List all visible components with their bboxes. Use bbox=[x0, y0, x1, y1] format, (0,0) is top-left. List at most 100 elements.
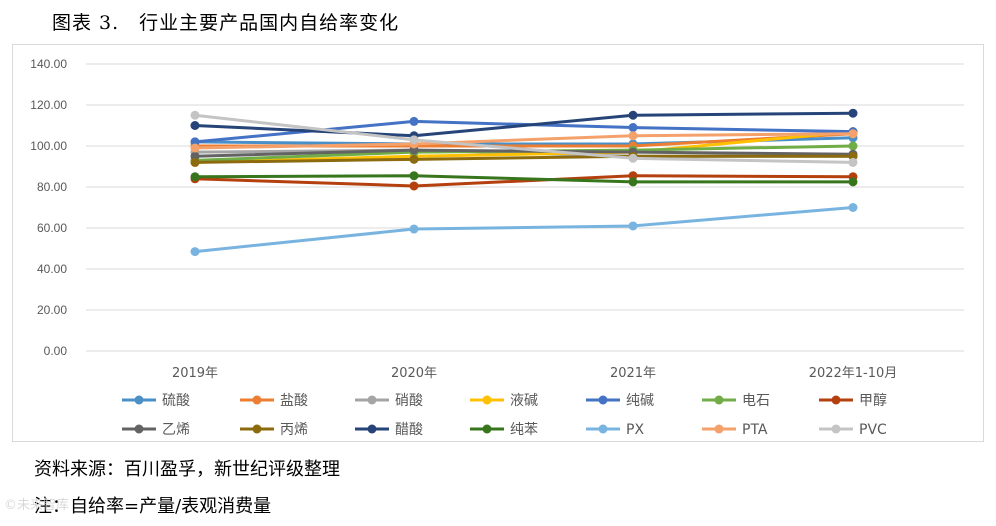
legend-label: 纯苯 bbox=[510, 421, 538, 438]
data-point bbox=[409, 154, 419, 164]
legend-label: PTA bbox=[742, 422, 768, 438]
legend-label: 电石 bbox=[742, 393, 770, 409]
y-tick-label: 80.00 bbox=[37, 180, 67, 194]
legend-label: 醋酸 bbox=[395, 422, 423, 438]
data-point bbox=[409, 171, 419, 181]
x-tick-label: 2019年 bbox=[172, 366, 218, 381]
legend-label: 硫酸 bbox=[162, 393, 190, 409]
y-tick-labels: 0.00 20.00 40.00 60.00 80.00 100.00 120.00 140.… bbox=[30, 57, 67, 358]
legend-marker bbox=[134, 424, 144, 434]
legend-label: 丙烯 bbox=[280, 422, 308, 438]
legend-marker bbox=[714, 424, 724, 434]
legend-marker bbox=[714, 395, 724, 405]
series-line bbox=[194, 154, 853, 164]
data-point bbox=[190, 110, 200, 120]
data-point bbox=[628, 221, 638, 231]
data-point bbox=[848, 129, 858, 139]
legend-label: 盐酸 bbox=[280, 393, 308, 409]
legend-marker bbox=[252, 395, 262, 405]
chart-frame bbox=[12, 44, 984, 442]
legend-marker bbox=[252, 424, 262, 434]
data-point bbox=[409, 181, 419, 191]
y-tick-label: 140.00 bbox=[30, 57, 67, 71]
legend-item: PX bbox=[586, 422, 644, 438]
data-point bbox=[848, 177, 858, 187]
formula-note: 注：自给率=产量/表观消费量 bbox=[34, 496, 272, 517]
series-line bbox=[194, 148, 854, 158]
data-point bbox=[848, 203, 858, 212]
series-line bbox=[194, 174, 854, 188]
legend-item: PTA bbox=[702, 422, 768, 438]
series-line bbox=[194, 130, 854, 164]
y-tick-label: 40.00 bbox=[37, 262, 67, 276]
legend-marker bbox=[831, 424, 841, 434]
legend-label: PX bbox=[626, 422, 644, 438]
watermark: ©未来智库 bbox=[4, 498, 70, 513]
data-point bbox=[190, 121, 200, 130]
legend-marker bbox=[134, 395, 144, 405]
data-point bbox=[190, 157, 200, 167]
legend-marker bbox=[598, 424, 608, 434]
legend-item: 盐酸 bbox=[240, 393, 308, 409]
legend-marker bbox=[598, 395, 608, 405]
legend-item: 纯苯 bbox=[470, 421, 538, 438]
legend-item: 电石 bbox=[702, 393, 770, 409]
legend-label: 乙烯 bbox=[162, 422, 190, 438]
legend-label: PVC bbox=[859, 422, 887, 438]
data-point bbox=[628, 131, 638, 141]
legend-item: 硫酸 bbox=[122, 393, 190, 409]
data-point bbox=[190, 151, 200, 161]
series-line bbox=[194, 174, 853, 184]
legend-marker bbox=[831, 395, 841, 405]
legend-item: 丙烯 bbox=[240, 422, 308, 438]
data-point bbox=[628, 177, 638, 187]
y-tick-label: 120.00 bbox=[30, 98, 67, 112]
data-point bbox=[190, 247, 200, 257]
x-tick-label: 2020年 bbox=[391, 366, 437, 381]
source-note: 资料来源：百川盈孚，新世纪评级整理 bbox=[34, 459, 340, 480]
data-point bbox=[190, 172, 200, 182]
x-tick-label: 2022年1-10月 bbox=[809, 366, 898, 381]
legend-item: PVC bbox=[819, 422, 887, 438]
data-point bbox=[628, 171, 638, 181]
data-point bbox=[848, 151, 858, 161]
data-point bbox=[628, 153, 638, 163]
series-PX bbox=[190, 203, 858, 257]
gridlines bbox=[86, 63, 964, 352]
data-point bbox=[409, 224, 419, 234]
legend-item: 液碱 bbox=[470, 393, 538, 409]
data-point bbox=[409, 145, 419, 155]
legend-label: 甲醇 bbox=[859, 392, 887, 409]
legend-label: 硝酸 bbox=[395, 393, 423, 409]
legend-marker bbox=[482, 424, 492, 434]
legend-marker bbox=[482, 395, 492, 405]
series-line bbox=[194, 132, 854, 150]
y-tick-label: 0.00 bbox=[44, 344, 68, 358]
figure-title: 图表 3. 行业主要产品国内自给率变化 bbox=[52, 12, 400, 34]
data-point bbox=[409, 116, 419, 126]
data-point bbox=[628, 123, 638, 133]
legend-marker bbox=[367, 424, 377, 434]
data-point bbox=[848, 157, 858, 167]
x-tick-label: 2021年 bbox=[610, 366, 656, 381]
series-纯苯 bbox=[190, 171, 858, 187]
data-point bbox=[848, 108, 858, 118]
data-point bbox=[190, 143, 200, 153]
series-PVC bbox=[190, 110, 858, 167]
y-tick-label: 100.00 bbox=[30, 139, 67, 153]
series-lines bbox=[190, 108, 858, 257]
data-point bbox=[848, 141, 858, 151]
series-line bbox=[194, 111, 854, 138]
legend-item: 醋酸 bbox=[355, 422, 423, 438]
x-tick-labels: 2019年 2020年 2021年 2022年1-10月 bbox=[172, 366, 897, 381]
data-point bbox=[628, 110, 638, 120]
legend-item: 纯碱 bbox=[586, 393, 654, 409]
legend-item: 乙烯 bbox=[122, 422, 190, 438]
legend-marker bbox=[367, 395, 377, 405]
data-point bbox=[190, 137, 200, 147]
legend-label: 液碱 bbox=[510, 393, 538, 409]
legend-item: 甲醇 bbox=[819, 392, 887, 409]
data-point bbox=[409, 135, 419, 145]
